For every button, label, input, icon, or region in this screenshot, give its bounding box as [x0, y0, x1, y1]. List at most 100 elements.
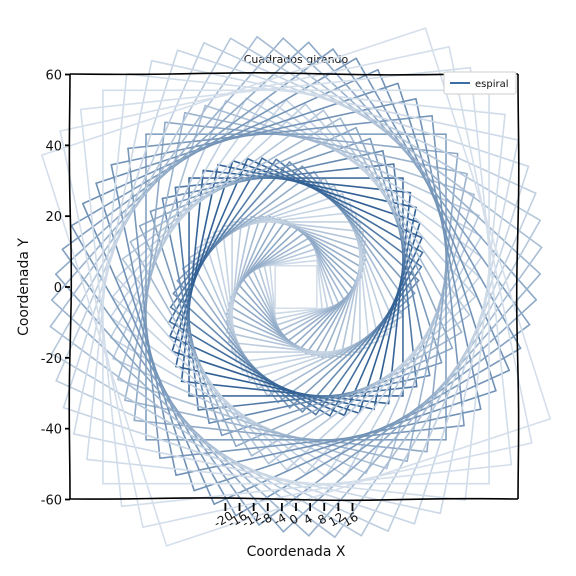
spiral-segment: [278, 302, 340, 332]
spiral-segment: [235, 347, 522, 517]
spiral-segment: [70, 224, 237, 517]
y-tick-label: -40: [41, 423, 62, 438]
spiral-segment: [175, 408, 482, 476]
spiral-segment: [110, 98, 417, 166]
spiral-segment: [373, 206, 417, 411]
spiral-segment: [263, 254, 318, 267]
top-spine: [69, 72, 519, 76]
spiral-segment: [258, 266, 278, 326]
x-axis-label: Coordenada X: [247, 544, 346, 560]
legend-entry-espiral: espiral: [475, 79, 509, 90]
spiral-segment: [269, 259, 318, 267]
spiral-segment: [188, 257, 269, 397]
spiral-segment: [161, 197, 210, 424]
spiral-segment: [329, 251, 424, 417]
spiral-segment: [232, 159, 421, 224]
spiral-segment: [208, 374, 431, 424]
x-tick-label: 12: [326, 510, 346, 530]
spiral-segment: [50, 299, 310, 537]
y-tick-label: 40: [45, 139, 62, 154]
spiral-segment: [354, 211, 371, 349]
spiral-segment: [169, 158, 277, 309]
spiral-segment: [263, 265, 277, 320]
spiral-segment: [221, 211, 357, 228]
spiral-segment: [181, 267, 279, 404]
spiral-segment: [188, 177, 326, 259]
spiral-segment: [246, 157, 423, 239]
spiral-segment: [343, 236, 423, 417]
y-tick-label: -60: [41, 494, 62, 509]
spiral-segment: [323, 177, 404, 317]
spiral-segment: [95, 182, 195, 492]
spiral-segment: [86, 73, 128, 461]
spiral-segment: [50, 37, 285, 301]
spiral-segment: [369, 137, 443, 364]
legend: espiral: [443, 71, 517, 95]
spiral-segment: [41, 154, 168, 547]
spiral-segment: [464, 113, 506, 501]
spiral-segment: [213, 369, 511, 505]
spiral-segment: [274, 307, 329, 320]
spiral-segment: [397, 82, 497, 392]
spiral-segment: [221, 361, 443, 437]
spiral-segment: [377, 69, 511, 372]
spiral-segment: [149, 137, 372, 213]
y-tick-label: -20: [41, 352, 62, 367]
y-tick-label: 20: [45, 210, 62, 225]
y-tick-label: 0: [54, 281, 62, 296]
spiral-segment: [217, 163, 417, 209]
spiral-segment: [307, 273, 542, 537]
x-tick-label: 4: [301, 512, 315, 528]
bottom-spine: [69, 497, 519, 502]
spiral-segment: [181, 170, 315, 270]
spiral-segment: [275, 158, 423, 268]
spiral-segment: [355, 57, 522, 350]
spiral-segment: [159, 424, 465, 459]
spiral-segment: [81, 69, 379, 205]
spiral-segment: [81, 202, 215, 505]
spiral-segment: [277, 304, 411, 404]
y-tick-label: 60: [45, 69, 62, 84]
spiral-segment: [316, 259, 323, 310]
spiral-segment: [469, 66, 513, 466]
spiral-segment: [235, 346, 371, 363]
y-axis-label: Coordenada Y: [16, 238, 32, 336]
spiral-segment: [266, 315, 404, 397]
spiral-segment: [168, 320, 331, 417]
right-spine: [515, 73, 520, 500]
plot-area: [41, 27, 551, 547]
spiral-segment: [59, 130, 144, 528]
spiral-segment: [169, 306, 317, 416]
spiral-segment: [221, 225, 238, 363]
spiral-segment: [282, 37, 542, 275]
spiral-segment: [175, 365, 375, 411]
spiral-segment: [193, 389, 497, 492]
spiral-segment: [120, 463, 513, 508]
spiral-segment: [142, 442, 533, 528]
spiral-segment: [258, 248, 316, 269]
spiral-segment: [358, 221, 421, 415]
spiral-segment: [276, 305, 334, 326]
spiral-segment: [86, 458, 467, 501]
spiral-segment: [313, 170, 411, 307]
spiral-segment: [175, 163, 219, 368]
spiral-segment: [382, 150, 431, 377]
spiral-segment: [125, 73, 506, 116]
spiral-segment: [274, 307, 323, 315]
spiral-segment: [171, 159, 234, 353]
spiral-segment: [261, 157, 424, 254]
spiral-segment: [79, 108, 123, 508]
spiral-segment: [169, 157, 249, 338]
spiral-segment: [127, 115, 433, 150]
spiral-segment: [252, 242, 314, 272]
spiral-segment: [269, 264, 276, 315]
spiral-segment: [168, 157, 263, 323]
spiral-segment: [149, 210, 223, 437]
spiral-segment: [169, 335, 346, 417]
spiral-segment: [127, 147, 161, 459]
spiral-segment: [415, 98, 482, 410]
x-tick-label: 16: [340, 510, 360, 530]
spiral-segment: [70, 57, 357, 227]
